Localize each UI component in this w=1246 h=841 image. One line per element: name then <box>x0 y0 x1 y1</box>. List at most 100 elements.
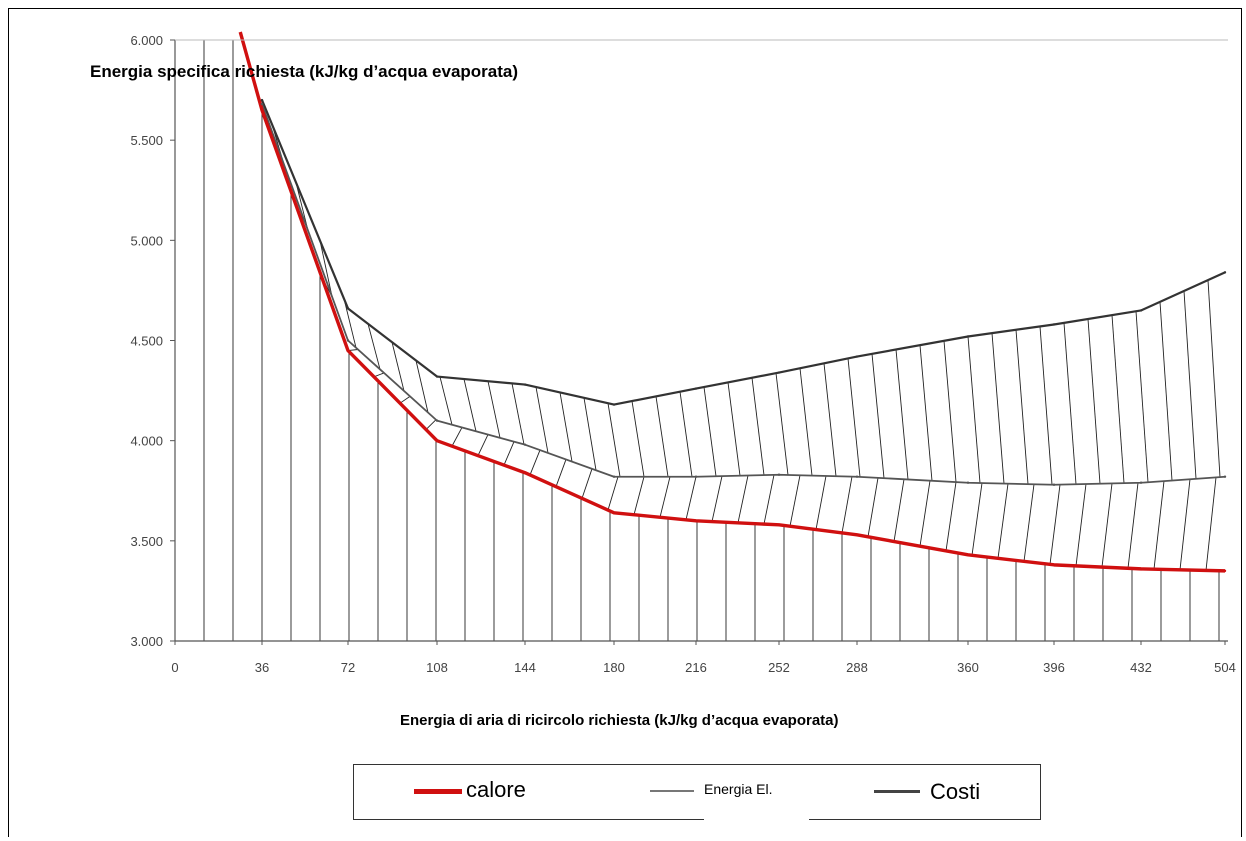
y-tick-label: 3.500 <box>130 534 163 549</box>
hatch-stripe <box>1039 326 1053 485</box>
hatch-stripe <box>511 383 525 445</box>
hatch-stripe <box>659 476 671 518</box>
series-line-calore <box>238 31 1226 573</box>
legend-swatch-calore <box>414 789 462 794</box>
data-point-calore <box>523 471 527 474</box>
hatch-stripe <box>703 386 717 477</box>
data-point-calore <box>966 553 970 557</box>
hatch-stripe <box>847 358 861 477</box>
hatch-stripe <box>841 476 853 533</box>
hatch-stripe <box>711 476 723 522</box>
hatch-stripe <box>1153 481 1165 570</box>
hatch-stripe <box>1101 483 1113 568</box>
hatch-stripe <box>503 441 515 466</box>
x-tick-label: 504 <box>1214 660 1236 675</box>
data-point-costi <box>1139 309 1143 312</box>
data-point-costi <box>260 98 264 102</box>
hatch-stripe <box>751 377 765 476</box>
x-tick-label: 360 <box>957 660 979 675</box>
hatch-stripe <box>415 360 429 413</box>
data-point-costi <box>612 403 616 406</box>
hatch-stripe <box>607 476 619 511</box>
hatch-stripe <box>919 345 933 481</box>
data-point-costi <box>346 307 350 310</box>
hatch-stripe <box>895 349 909 480</box>
hatch-stripe <box>559 392 573 462</box>
data-point-energia-el- <box>523 443 527 446</box>
hatch-stripe <box>763 474 775 525</box>
hatch-stripe <box>971 483 983 556</box>
legend-swatch-costi <box>874 790 920 793</box>
hatch-stripe <box>391 342 405 392</box>
hatch-stripe <box>815 475 827 530</box>
x-tick-label: 252 <box>768 660 790 675</box>
hatch-stripe <box>867 477 879 537</box>
x-tick-label: 36 <box>255 660 269 675</box>
data-point-costi <box>855 355 859 358</box>
data-point-energia-el- <box>777 473 781 476</box>
hatch-stripe <box>967 336 981 484</box>
data-point-calore <box>1052 563 1056 567</box>
hatch-stripe <box>535 386 549 454</box>
y-tick-label: 4.500 <box>130 334 163 349</box>
data-point-calore <box>435 439 439 442</box>
y-tick-label: 5.000 <box>130 233 163 248</box>
legend: calore Energia El. Costi <box>353 764 1041 821</box>
x-axis-label: Energia di aria di ricircolo richiesta (… <box>400 712 839 729</box>
hatch-stripe <box>343 298 357 348</box>
data-point-costi <box>1223 271 1227 274</box>
data-point-energia-el- <box>260 102 264 106</box>
hatch-stripe <box>893 479 905 542</box>
data-point-energia-el- <box>694 475 698 478</box>
hatch-stripe <box>555 459 567 487</box>
x-tick-label: 216 <box>685 660 707 675</box>
hatch-stripe <box>871 353 885 479</box>
series-layer <box>238 31 1227 573</box>
data-point-energia-el- <box>1139 481 1143 484</box>
data-point-costi <box>1052 323 1056 326</box>
data-point-calore <box>1223 569 1227 573</box>
series-line-costi <box>260 99 1226 406</box>
data-point-energia-el- <box>1223 475 1227 478</box>
x-tick-label: 288 <box>846 660 868 675</box>
hatch-stripe <box>655 396 669 477</box>
hatch-stripe <box>799 368 813 476</box>
data-point-energia-el- <box>855 475 859 478</box>
hatch-stripe <box>477 434 489 456</box>
hatch-stripe <box>943 340 957 483</box>
x-tick-label: 144 <box>514 660 536 675</box>
data-point-costi <box>966 335 970 338</box>
legend-label-energia-el: Energia El. <box>704 781 809 821</box>
hatch-stripe <box>583 397 597 471</box>
hatch-stripe <box>581 468 593 499</box>
figure-frame <box>8 8 1242 837</box>
data-point-energia-el- <box>346 339 350 342</box>
data-point-calore <box>612 511 616 514</box>
x-tick-label: 180 <box>603 660 625 675</box>
hatch-stripe <box>1023 484 1035 562</box>
data-point-costi <box>694 387 698 390</box>
y-tick-label: 4.000 <box>130 434 163 449</box>
hatch-stripe <box>1075 483 1087 566</box>
legend-label-costi: Costi <box>930 779 1008 819</box>
hatch-stripe <box>1111 315 1125 484</box>
y-tick-label: 5.500 <box>130 133 163 148</box>
data-point-costi <box>523 383 527 386</box>
hatch-stripe <box>1049 484 1061 565</box>
hatch-stripe <box>439 376 453 425</box>
hatch-stripe <box>1183 290 1197 479</box>
x-tick-label: 0 <box>171 660 178 675</box>
hatch-stripe <box>1087 318 1101 484</box>
data-point-energia-el- <box>612 475 616 478</box>
hatch-layer <box>203 40 1221 641</box>
hatch-stripe <box>631 401 645 477</box>
hatch-stripe <box>1179 479 1191 570</box>
x-tick-label: 432 <box>1130 660 1152 675</box>
data-point-costi <box>777 371 781 374</box>
data-point-energia-el- <box>435 419 439 422</box>
chart-title: Energia specifica richiesta (kJ/kg d’acq… <box>90 62 519 81</box>
hatch-stripe <box>633 476 645 515</box>
hatch-stripe <box>425 419 437 430</box>
data-point-costi <box>435 375 439 378</box>
hatch-stripe <box>367 323 381 370</box>
